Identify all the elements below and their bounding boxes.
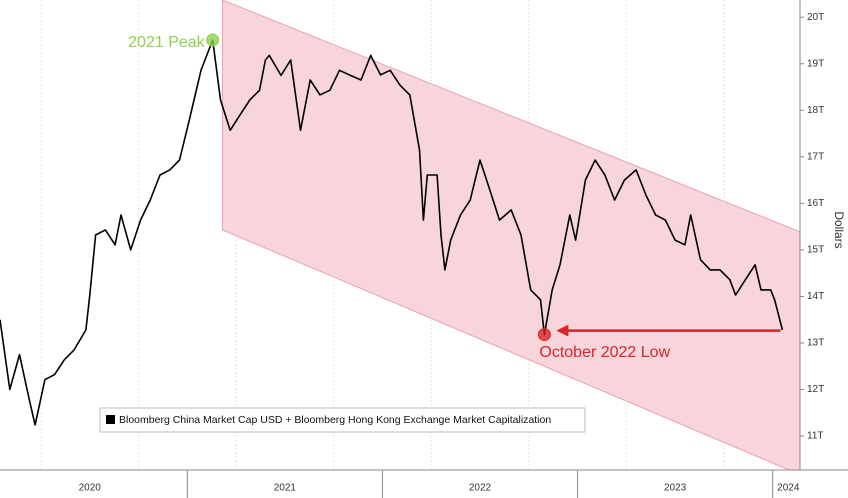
annotation-marker bbox=[206, 33, 220, 47]
y-tick-label: 11T bbox=[807, 431, 824, 442]
annotation-label: October 2022 Low bbox=[539, 344, 670, 361]
y-tick-label: 17T bbox=[807, 151, 824, 162]
legend-box bbox=[99, 407, 586, 433]
y-tick-label: 16T bbox=[807, 198, 824, 209]
x-tick-label: 2021 bbox=[274, 483, 297, 494]
annotation-marker bbox=[537, 328, 551, 342]
annotation-label: 2021 Peak bbox=[128, 34, 206, 51]
legend-swatch bbox=[106, 415, 115, 424]
x-tick-label: 2023 bbox=[664, 483, 687, 494]
x-tick-label: 2020 bbox=[79, 483, 102, 494]
y-tick-label: 18T bbox=[807, 105, 824, 116]
series-line bbox=[0, 39, 784, 426]
x-tick-label: 2022 bbox=[469, 483, 492, 494]
y-axis-label: Dollars bbox=[832, 211, 846, 248]
channel-layer bbox=[221, 0, 800, 470]
y-tick-label: 19T bbox=[807, 58, 824, 69]
annotation-layer: 2021 Peak October 2022 Low bbox=[128, 33, 781, 361]
series-layer bbox=[0, 39, 784, 426]
y-tick-label: 14T bbox=[807, 291, 824, 302]
y-tick-label: 13T bbox=[807, 338, 824, 349]
legend-label: Bloomberg China Market Cap USD + Bloombe… bbox=[119, 414, 551, 426]
y-tick-label: 15T bbox=[807, 245, 824, 256]
arrow-head bbox=[556, 324, 569, 337]
x-tick-label: 2024 bbox=[777, 483, 800, 494]
legend: Bloomberg China Market Cap USD + Bloombe… bbox=[99, 407, 586, 433]
y-tick-label: 12T bbox=[807, 384, 824, 395]
channel-band bbox=[221, 0, 800, 470]
y-tick-label: 20T bbox=[807, 12, 824, 23]
